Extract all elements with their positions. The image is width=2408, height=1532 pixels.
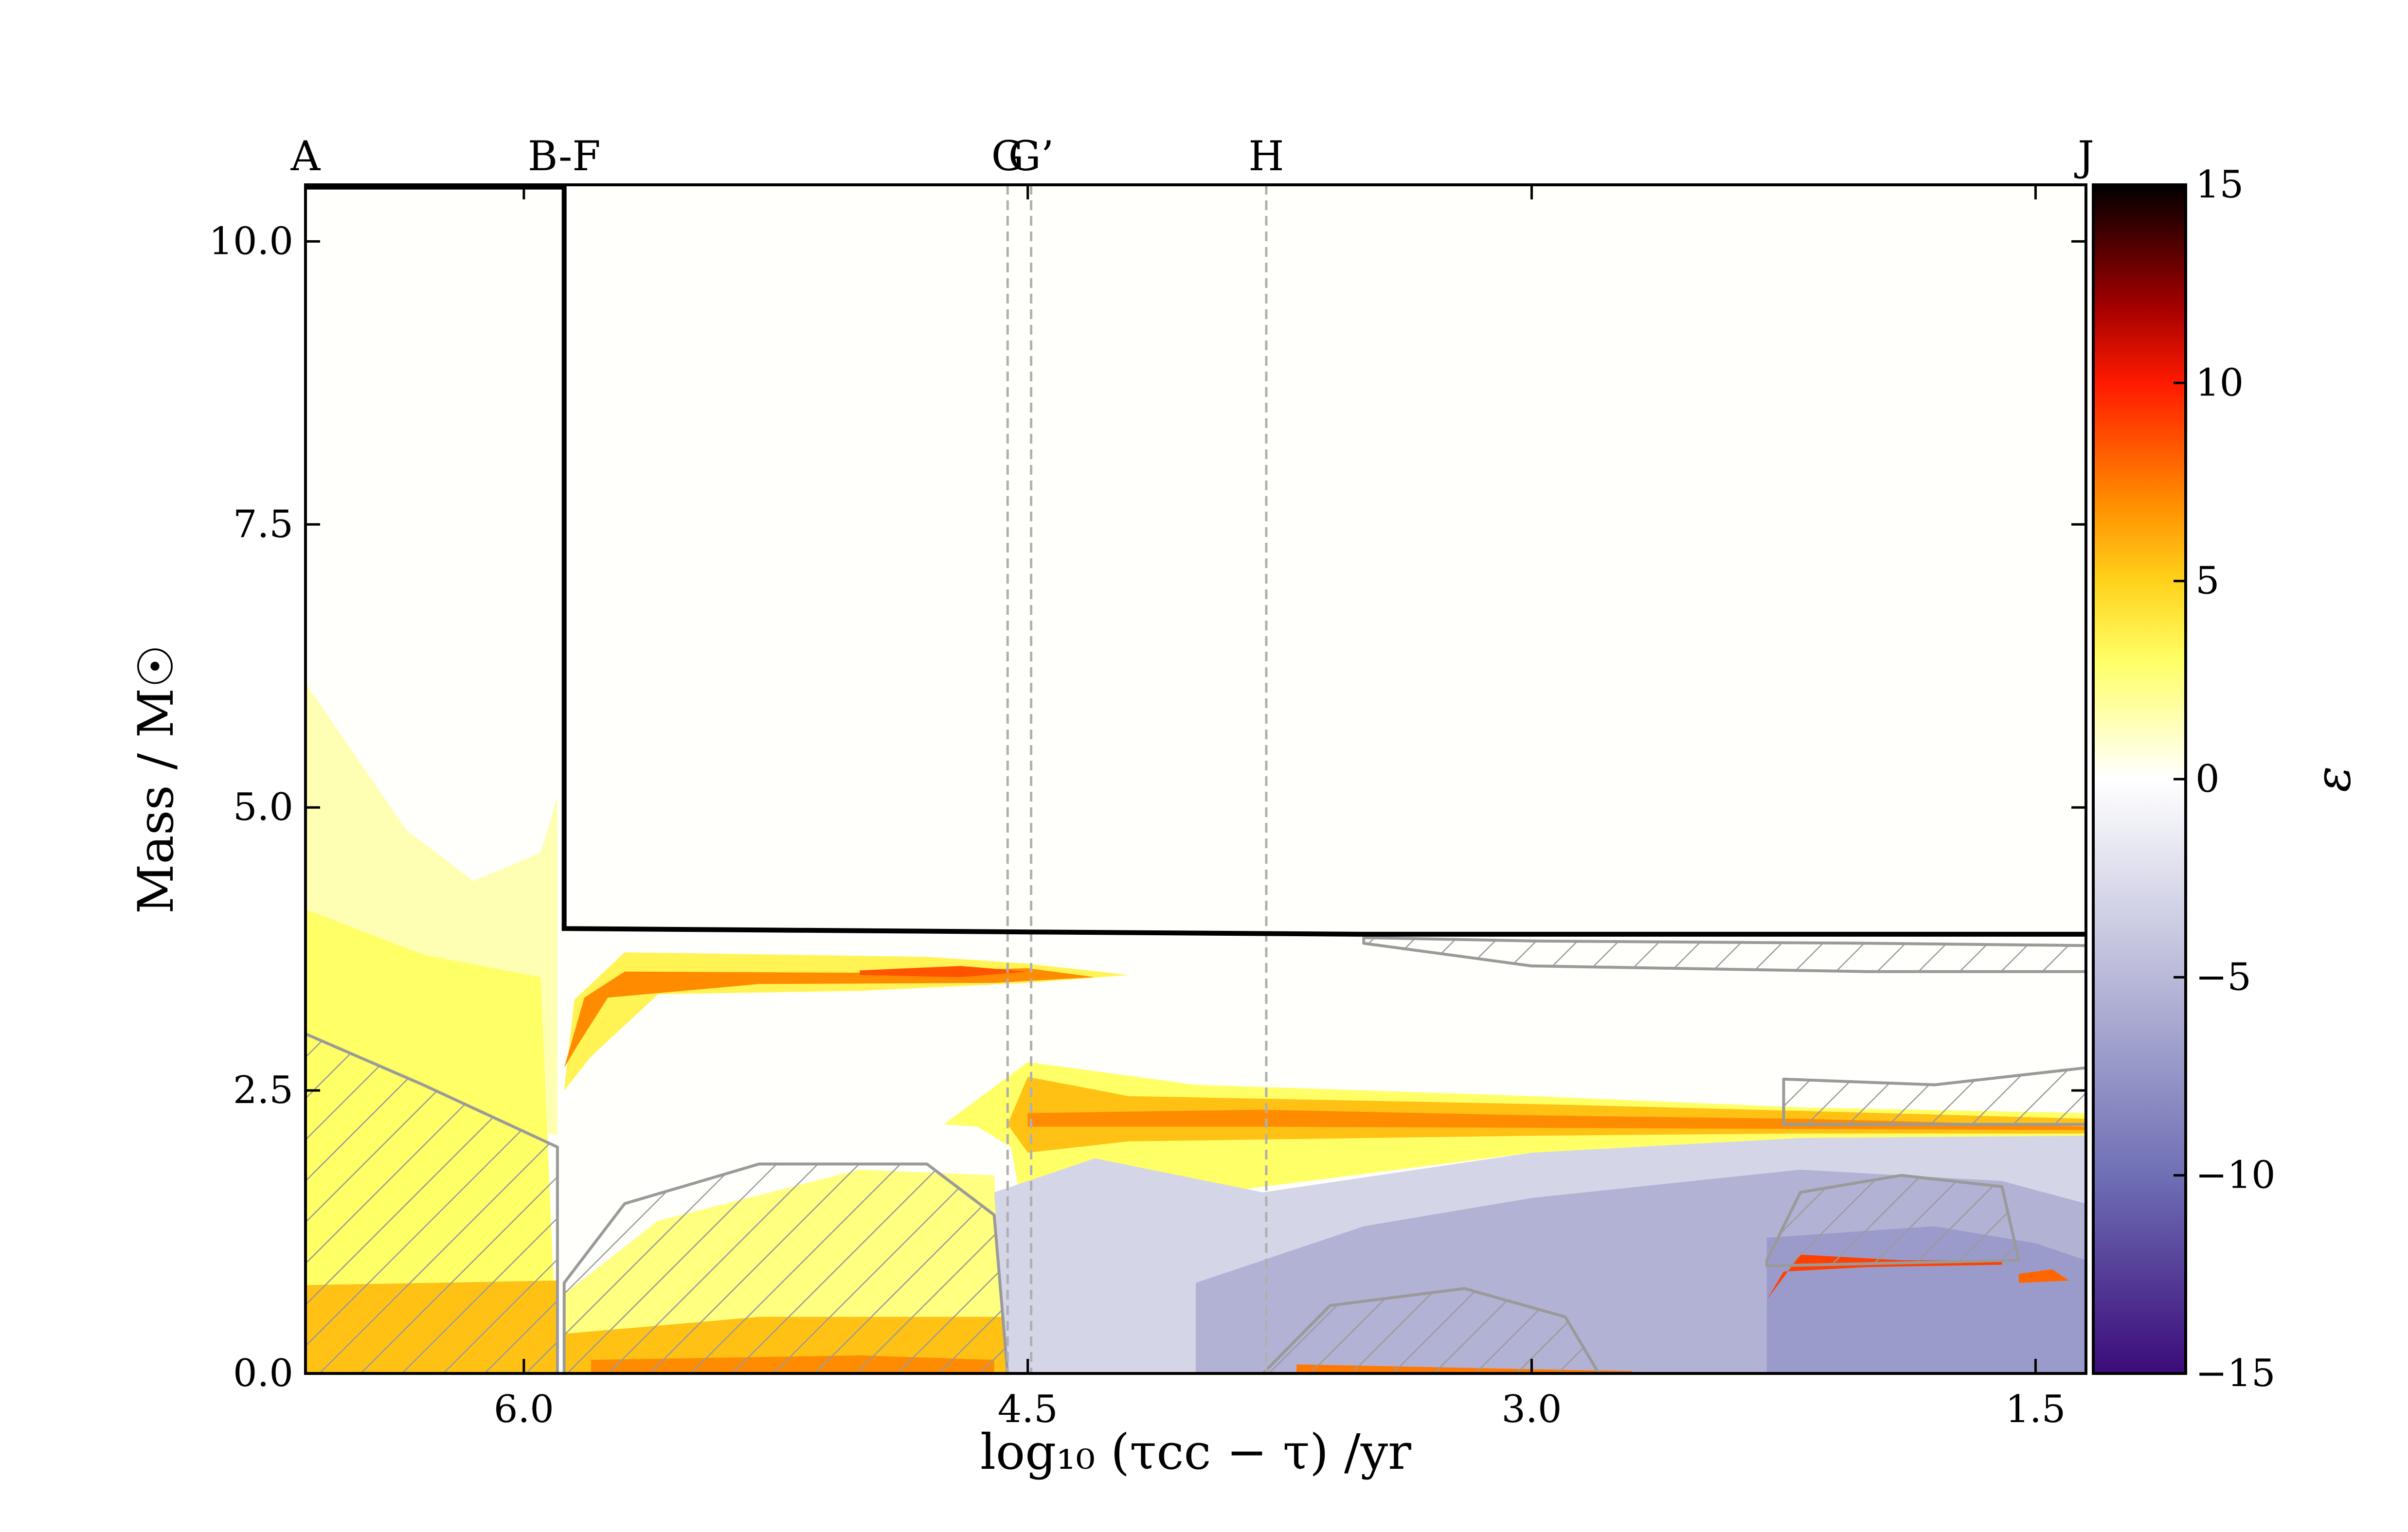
x-tick-label: 6.0 <box>494 1388 554 1431</box>
colorbar-tick-label: 15 <box>2195 163 2244 207</box>
y-axis-title: Mass / M☉ <box>127 644 184 914</box>
convective-zone-core-late <box>1261 1287 1600 1373</box>
phase-label-G: G <box>991 132 1024 180</box>
phase-label-G’: G’ <box>1008 132 1054 180</box>
region-shell-upper-peak <box>860 966 1028 978</box>
convective-zones <box>305 936 2086 1373</box>
colorbar-tick-label: 5 <box>2195 559 2220 603</box>
x-tick-label: 3.0 <box>1502 1388 1562 1431</box>
convective-zone-early <box>305 1032 559 1373</box>
convective-zone-shell-late <box>1782 1066 2086 1126</box>
x-tick-label: 4.5 <box>998 1388 1058 1431</box>
colorbar <box>2092 183 2187 1375</box>
y-tick-label: 5.0 <box>233 785 293 829</box>
convective-zone-shell-top <box>1362 936 2086 973</box>
total-mass-polyline <box>305 185 2086 937</box>
total-mass-line <box>305 185 2086 937</box>
phase-label-A: A <box>290 132 321 180</box>
colorbar-tick-label: −10 <box>2195 1154 2276 1197</box>
x-axis: 6.0 4.5 3.0 1.5 <box>494 185 2066 1431</box>
plot-frame <box>304 183 2087 1375</box>
colorbar-tick-label: 0 <box>2195 757 2220 801</box>
y-axis: 0.0 2.5 5.0 7.5 10.0 <box>209 219 2086 1395</box>
y-tick-label: 2.5 <box>233 1069 293 1112</box>
y-tick-label: 7.5 <box>233 502 293 546</box>
phase-label-J: J <box>2074 132 2094 180</box>
colorbar-tick-label: 10 <box>2195 361 2244 405</box>
colorbar-tick-label: −5 <box>2195 955 2251 999</box>
colorbar-axis: 15 10 5 0 −5 −10 −15 <box>2174 163 2276 1395</box>
colorbar-label: ε <box>2304 766 2361 792</box>
phase-label-H: H <box>1248 132 1284 180</box>
x-axis-title: log₁₀ (τcc − τ) /yr <box>980 1424 1411 1480</box>
colorbar-tick-label: −15 <box>2195 1352 2276 1395</box>
y-tick-label: 0.0 <box>233 1352 293 1395</box>
region-shell-deep-blob <box>2018 1269 2069 1283</box>
phase-label-B-F: B-F <box>528 132 601 180</box>
convective-zone-core-mid <box>562 1162 1009 1373</box>
x-tick-label: 1.5 <box>2005 1388 2066 1431</box>
convective-zone-shell-deep <box>1765 1174 2020 1267</box>
region-shell-upper-core <box>564 968 1095 1068</box>
phase-markers: A B-F GG’ H J <box>290 132 2094 1373</box>
region-shell-lower-core <box>1007 1077 2086 1153</box>
y-tick-label: 10.0 <box>209 219 293 263</box>
